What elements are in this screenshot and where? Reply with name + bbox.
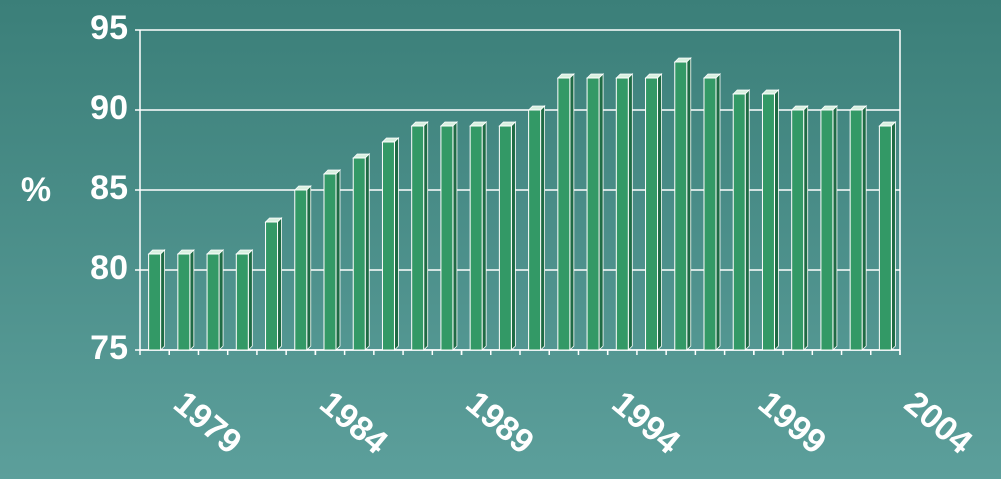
y-tick-label: 95 bbox=[90, 9, 128, 47]
bar bbox=[235, 253, 249, 351]
y-axis-label: % bbox=[21, 171, 51, 209]
bar-side bbox=[189, 249, 195, 351]
bar-side bbox=[247, 249, 253, 351]
bar-side bbox=[306, 185, 312, 351]
bar-side bbox=[861, 105, 867, 351]
bar bbox=[615, 77, 629, 351]
bar bbox=[849, 109, 863, 351]
bar-side bbox=[335, 169, 341, 351]
bar-side bbox=[394, 137, 399, 351]
bar bbox=[323, 173, 337, 351]
bar bbox=[381, 141, 395, 351]
bar bbox=[294, 189, 308, 351]
bar-side bbox=[452, 121, 458, 351]
bar-side bbox=[715, 73, 721, 351]
bar bbox=[411, 125, 425, 351]
bar bbox=[440, 125, 454, 351]
bar bbox=[674, 61, 688, 351]
bar-side bbox=[598, 73, 604, 351]
bar-side bbox=[481, 121, 487, 351]
bar-side bbox=[510, 121, 516, 351]
bar-side bbox=[832, 105, 838, 351]
bar bbox=[177, 253, 191, 351]
bar-side bbox=[744, 89, 750, 351]
bar-side bbox=[540, 105, 546, 351]
bar bbox=[528, 109, 542, 351]
bar bbox=[791, 109, 805, 351]
bar bbox=[469, 125, 483, 351]
bar-side bbox=[657, 73, 662, 351]
bar bbox=[820, 109, 834, 351]
bar bbox=[761, 93, 775, 351]
bar-side bbox=[160, 249, 166, 351]
bar bbox=[148, 253, 162, 351]
bar-side bbox=[803, 105, 809, 351]
bar bbox=[732, 93, 746, 351]
bar-side bbox=[423, 121, 429, 351]
y-tick-label: 90 bbox=[90, 89, 128, 127]
y-tick-label: 80 bbox=[90, 249, 128, 287]
y-tick-label: 75 bbox=[90, 329, 128, 367]
bar-side bbox=[364, 153, 370, 351]
bar-side bbox=[627, 73, 633, 351]
bar bbox=[557, 77, 571, 351]
bar-side bbox=[569, 73, 575, 351]
bar bbox=[703, 77, 717, 351]
bar-side bbox=[890, 121, 896, 351]
bar bbox=[586, 77, 600, 351]
bar bbox=[498, 125, 512, 351]
bar-side bbox=[277, 217, 282, 351]
bar bbox=[265, 221, 279, 351]
bar bbox=[206, 253, 220, 351]
bar-side bbox=[774, 89, 779, 351]
bar bbox=[878, 125, 892, 351]
bar-side bbox=[218, 249, 224, 351]
bar bbox=[352, 157, 366, 351]
y-tick-label: 85 bbox=[90, 169, 128, 207]
bar bbox=[645, 77, 659, 351]
bar-side bbox=[686, 57, 692, 351]
